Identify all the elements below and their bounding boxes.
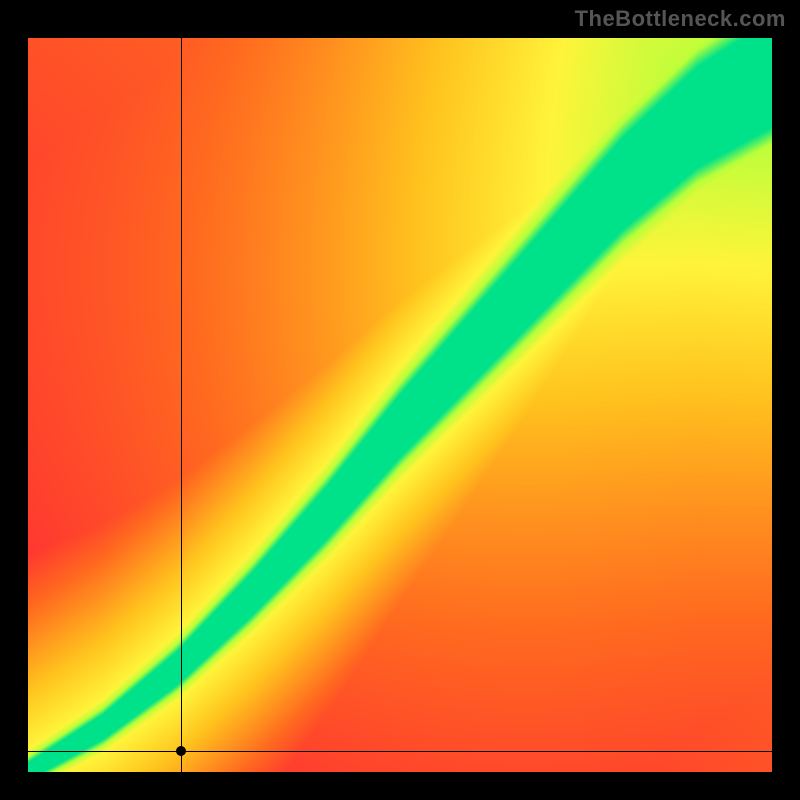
crosshair-point bbox=[176, 746, 186, 756]
crosshair-vertical-line bbox=[181, 38, 182, 772]
watermark-text: TheBottleneck.com bbox=[575, 6, 786, 32]
crosshair-horizontal-line bbox=[28, 751, 772, 752]
heatmap-canvas bbox=[28, 38, 772, 772]
chart-container: TheBottleneck.com bbox=[0, 0, 800, 800]
chart-area bbox=[28, 38, 772, 772]
